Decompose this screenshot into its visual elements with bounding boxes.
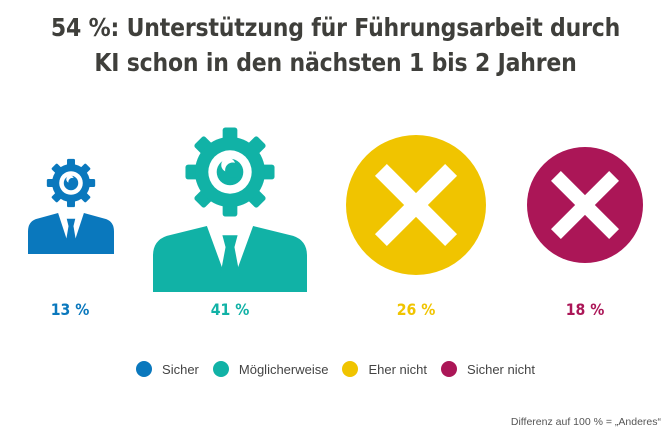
- x-stroke: [551, 171, 619, 239]
- value-label-moeglicherweise: 41 %: [210, 300, 250, 319]
- tie-icon: [65, 218, 77, 252]
- person-body-icon: [28, 213, 114, 254]
- legend-label: Sicher: [162, 361, 199, 377]
- gear-icon: [185, 127, 275, 217]
- footnote: Differenz auf 100 % = „Anderes“: [510, 416, 661, 428]
- x-circle-icon-sicher-nicht: [527, 147, 643, 263]
- legend-label: Sicher nicht: [467, 361, 535, 377]
- chart-title-line-1: 54 %: Unterstützung für Führungsarbeit d…: [50, 13, 621, 42]
- value-label-sicher-nicht: 18 %: [565, 300, 605, 319]
- legend-item-sicher-nicht: Sicher nicht: [441, 361, 535, 377]
- person-gear-icon-moeglicherweise: [153, 127, 307, 292]
- value-label-sicher: 13 %: [50, 300, 90, 319]
- legend-item-moeglicherweise: Möglicherweise: [212, 361, 329, 377]
- x-circle-icon-eher-nicht: [346, 135, 486, 275]
- legend-item-eher-nicht: Eher nicht: [342, 361, 427, 377]
- legend-dot-icon: [441, 361, 458, 377]
- legend-dot-icon: [212, 361, 229, 377]
- tie-icon: [219, 235, 241, 289]
- chart-title-line-2: KI schon in den nächsten 1 bis 2 Jahren: [94, 48, 577, 77]
- gear-icon: [46, 158, 96, 208]
- x-icon: [374, 163, 458, 247]
- legend-label: Möglicherweise: [238, 361, 329, 377]
- legend-label: Eher nicht: [368, 361, 428, 377]
- legend-item-sicher: Sicher: [136, 361, 199, 377]
- legend-dot-icon: [136, 361, 153, 377]
- chart-title: 54 %: Unterstützung für Führungsarbeit d…: [40, 10, 630, 80]
- legend: Sicher Möglicherweise Eher nicht Sicher …: [0, 361, 671, 377]
- legend-dot-icon: [342, 361, 359, 377]
- person-gear-icon-sicher: [28, 158, 114, 254]
- person-body-icon: [153, 226, 307, 292]
- x-stroke: [374, 163, 458, 247]
- x-icon: [551, 171, 619, 239]
- value-label-eher-nicht: 26 %: [396, 300, 436, 319]
